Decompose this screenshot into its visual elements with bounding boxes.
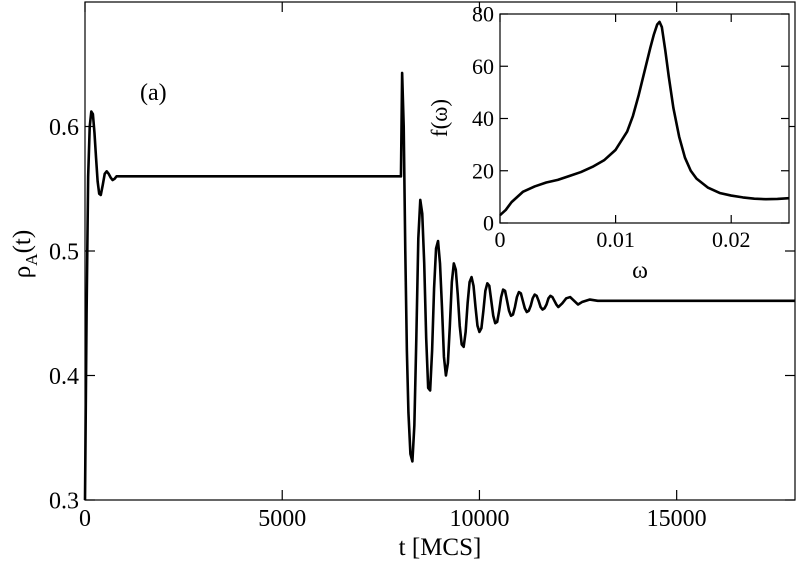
main-y-tick-label: 0.3 bbox=[49, 488, 79, 514]
inset-y-tick-label: 80 bbox=[472, 2, 494, 27]
y-label-subscript: A bbox=[22, 253, 41, 266]
main-x-axis-label: t [MCS] bbox=[399, 534, 482, 561]
y-label-suffix: (t) bbox=[9, 230, 36, 254]
inset-x-tick-label: 0 bbox=[495, 227, 506, 252]
inset-x-tick-label: 0.02 bbox=[712, 227, 751, 252]
inset-y-axis-label: f(ω) bbox=[427, 99, 452, 137]
main-x-ticks: 0 5000 10000 15000 bbox=[79, 2, 707, 532]
inset-background bbox=[500, 14, 789, 223]
main-y-tick-label: 0.6 bbox=[49, 115, 79, 141]
main-x-tick-label: 5000 bbox=[258, 506, 306, 532]
inset-y-tick-label: 0 bbox=[483, 211, 494, 236]
main-y-ticks: 0.3 0.4 0.5 0.6 bbox=[49, 115, 795, 514]
main-y-axis-label: ρA(t) bbox=[9, 230, 41, 278]
inset-y-tick-label: 40 bbox=[472, 106, 494, 131]
inset-y-tick-label: 20 bbox=[472, 158, 494, 183]
inset-x-axis-label: ω bbox=[632, 258, 648, 284]
main-x-tick-label: 10000 bbox=[449, 506, 509, 532]
inset-x-ticks: 0 0.01 0.02 bbox=[495, 14, 751, 252]
main-y-tick-label: 0.5 bbox=[49, 239, 79, 265]
main-x-tick-label: 15000 bbox=[647, 506, 707, 532]
main-series-line bbox=[83, 71, 795, 501]
panel-label: (a) bbox=[140, 80, 167, 106]
main-y-tick-label: 0.4 bbox=[49, 364, 79, 390]
inset-y-ticks: 0 20 40 60 80 bbox=[472, 2, 789, 236]
inset-series-line bbox=[499, 20, 790, 217]
inset-y-tick-label: 60 bbox=[472, 54, 494, 79]
inset-x-tick-label: 0.01 bbox=[596, 227, 635, 252]
y-label-rho: ρ bbox=[9, 266, 36, 278]
main-x-tick-label: 0 bbox=[79, 506, 91, 532]
